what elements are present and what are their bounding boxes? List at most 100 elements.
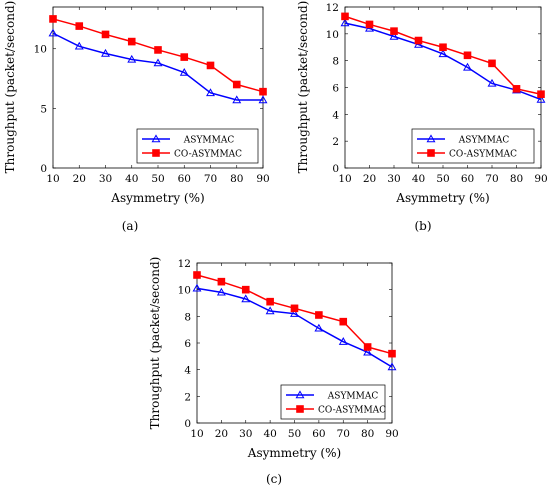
data-point (232, 95, 242, 104)
data-point (101, 30, 110, 39)
x-tick-label: 10 (46, 173, 59, 185)
panel-caption: (a) (122, 219, 139, 233)
data-point (241, 294, 251, 303)
data-point (341, 12, 349, 21)
y-tick-label: 0 (332, 163, 339, 175)
y-tick-label: 2 (332, 136, 339, 148)
legend-label: CO-ASYMMAC (318, 406, 386, 416)
y-tick-label: 10 (34, 44, 47, 56)
y-tick-label: 12 (178, 258, 191, 270)
y-tick-label: 12 (326, 2, 339, 14)
data-point (537, 90, 545, 99)
data-point (259, 87, 267, 96)
legend-label: CO-ASYMMAC (174, 150, 242, 160)
data-point (314, 323, 324, 332)
data-point (266, 297, 274, 306)
data-point (127, 54, 137, 63)
data-point (536, 94, 546, 103)
data-point (414, 36, 423, 45)
series-line (52, 32, 263, 101)
chart-panel: 10 20 30 40 50 60 70 80 90 0 2 4 6 8 10 12 Asymmetry (%)… (148, 257, 399, 486)
y-tick-label: 4 (332, 109, 339, 121)
y-tick-label: 0 (40, 163, 47, 175)
x-axis-label: Asymmetry (%) (247, 446, 341, 460)
x-tick-label: 70 (204, 173, 217, 185)
y-tick-label: 2 (184, 391, 191, 403)
x-tick-label: 40 (263, 428, 276, 440)
data-point (463, 62, 472, 71)
series-line (196, 287, 393, 368)
x-axis-label: Asymmetry (%) (110, 191, 204, 205)
data-point (340, 18, 350, 27)
chart-panel: 10 20 30 40 50 60 70 80 90 0 2 4 6 8 10 12 Asymmetry (%)… (296, 1, 548, 233)
data-point (48, 28, 58, 37)
panel-caption: (b) (414, 219, 431, 233)
data-point (193, 271, 201, 279)
x-tick-label: 60 (461, 173, 474, 185)
y-tick-label: 8 (184, 311, 191, 323)
series-line (344, 22, 542, 101)
x-tick-label: 50 (151, 173, 164, 185)
data-point (179, 67, 189, 76)
x-tick-label: 40 (125, 173, 138, 185)
data-point (438, 49, 448, 58)
data-point (192, 283, 202, 292)
data-point (241, 285, 250, 294)
data-point (338, 337, 348, 345)
data-point (265, 306, 275, 315)
y-axis-label: Throughput (packet/second) (296, 1, 310, 174)
data-point (388, 349, 396, 358)
y-tick-label: 10 (178, 285, 191, 297)
y-axis-label: Throughput (packet/second) (3, 1, 17, 174)
x-tick-label: 90 (534, 173, 547, 185)
legend-label: ASYMMAC (183, 136, 235, 146)
x-tick-label: 70 (485, 173, 498, 185)
data-point (389, 31, 399, 40)
x-tick-label: 30 (239, 428, 252, 440)
legend-label: ASYMMAC (458, 136, 510, 146)
y-tick-label: 5 (40, 103, 47, 115)
x-tick-label: 80 (361, 428, 374, 440)
data-point (290, 309, 299, 317)
data-point (290, 304, 299, 313)
data-point (488, 59, 496, 68)
data-point (365, 20, 374, 29)
x-tick-label: 30 (387, 173, 400, 185)
legend-marker (426, 134, 436, 143)
y-tick-label: 8 (332, 56, 339, 68)
data-point (439, 43, 447, 52)
data-point (127, 37, 136, 46)
data-point (101, 48, 110, 57)
x-tick-label: 40 (412, 173, 425, 185)
data-point (206, 88, 215, 97)
x-tick-label: 80 (510, 173, 523, 185)
x-axis-label: Asymmetry (%) (395, 191, 489, 205)
x-tick-label: 20 (73, 173, 86, 185)
series-line (344, 15, 542, 95)
data-point (232, 80, 241, 89)
data-point (206, 61, 215, 70)
legend-marker (296, 405, 304, 413)
legend-marker (152, 149, 160, 157)
x-tick-label: 50 (436, 173, 449, 185)
data-point (339, 317, 348, 326)
data-point (387, 362, 397, 371)
legend-box (411, 128, 535, 164)
y-tick-label: 4 (184, 365, 191, 377)
data-point (217, 277, 226, 286)
x-tick-label: 60 (312, 428, 325, 440)
legend-marker (151, 134, 161, 143)
data-point (216, 287, 226, 296)
data-point (258, 95, 268, 104)
y-tick-label: 0 (184, 418, 191, 430)
legend-box (136, 128, 259, 164)
legend-label: ASYMMAC (327, 392, 379, 402)
x-tick-label: 20 (215, 428, 228, 440)
legend-box (280, 384, 386, 420)
panel-caption: (c) (266, 472, 282, 486)
chart-panel: 10 20 30 40 50 60 70 80 90 0 5 10 Asymmetry (%) Throu… (3, 1, 270, 233)
x-tick-label: 60 (178, 173, 191, 185)
x-tick-label: 20 (363, 173, 376, 185)
x-tick-label: 10 (338, 173, 351, 185)
